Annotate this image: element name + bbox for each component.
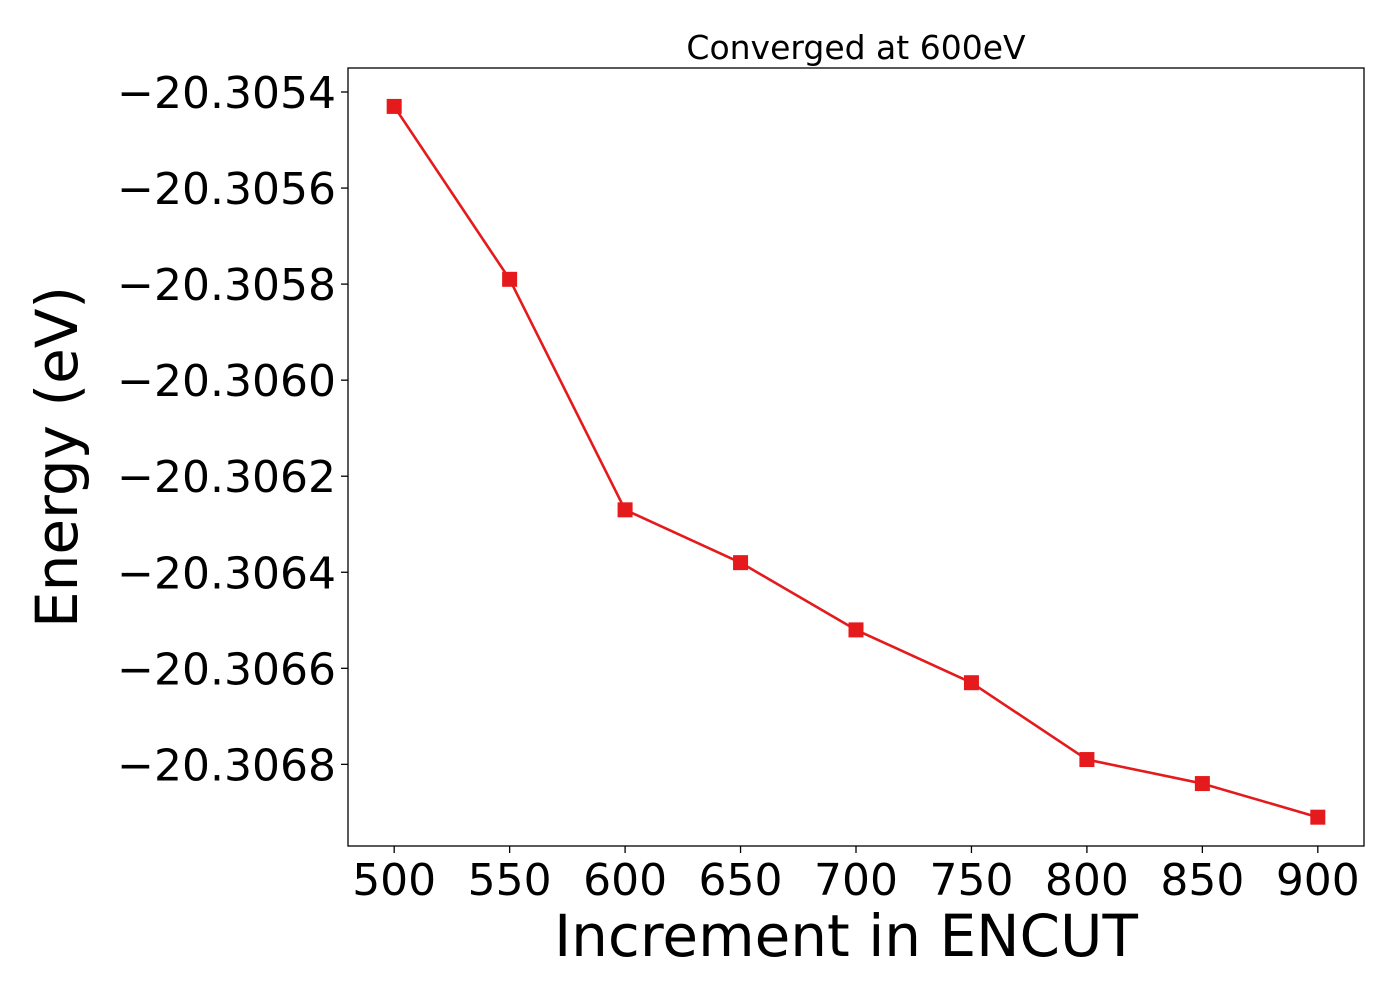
x-tick-label: 900 [1276, 855, 1360, 906]
x-tick-label: 500 [352, 855, 436, 906]
x-tick-label: 800 [1045, 855, 1129, 906]
x-tick-label: 850 [1160, 855, 1244, 906]
data-point-marker [502, 271, 518, 287]
y-tick-label: −20.3056 [117, 164, 336, 215]
data-point-marker [963, 675, 979, 691]
x-tick-label: 650 [699, 855, 783, 906]
x-tick-label: 750 [929, 855, 1013, 906]
data-point-marker [733, 555, 749, 571]
data-point-marker [1079, 752, 1095, 768]
y-axis-label: Energy (eV) [23, 286, 91, 628]
y-tick-label: −20.3058 [117, 260, 336, 311]
plot-area: 500 550 600 650 700 750 800 850 900 −20.3054 −20.3… [117, 67, 1365, 906]
chart-title: Converged at 600eV [686, 28, 1026, 67]
y-tick-label: −20.3064 [117, 548, 336, 599]
data-point-marker [617, 502, 633, 518]
data-point-marker [1194, 776, 1210, 792]
x-tick-label: 700 [814, 855, 898, 906]
x-tick-label: 600 [583, 855, 667, 906]
data-point-marker [1310, 809, 1326, 825]
y-tick-label: −20.3062 [117, 452, 336, 503]
y-tick-label: −20.3060 [117, 356, 336, 407]
data-point-marker [848, 622, 864, 638]
x-tick-label: 550 [468, 855, 552, 906]
y-tick-label: −20.3054 [117, 68, 336, 119]
y-tick-label: −20.3066 [117, 644, 336, 695]
x-axis-label: Increment in ENCUT [554, 902, 1138, 970]
data-point-marker [386, 98, 402, 114]
y-tick-label: −20.3068 [117, 740, 336, 791]
